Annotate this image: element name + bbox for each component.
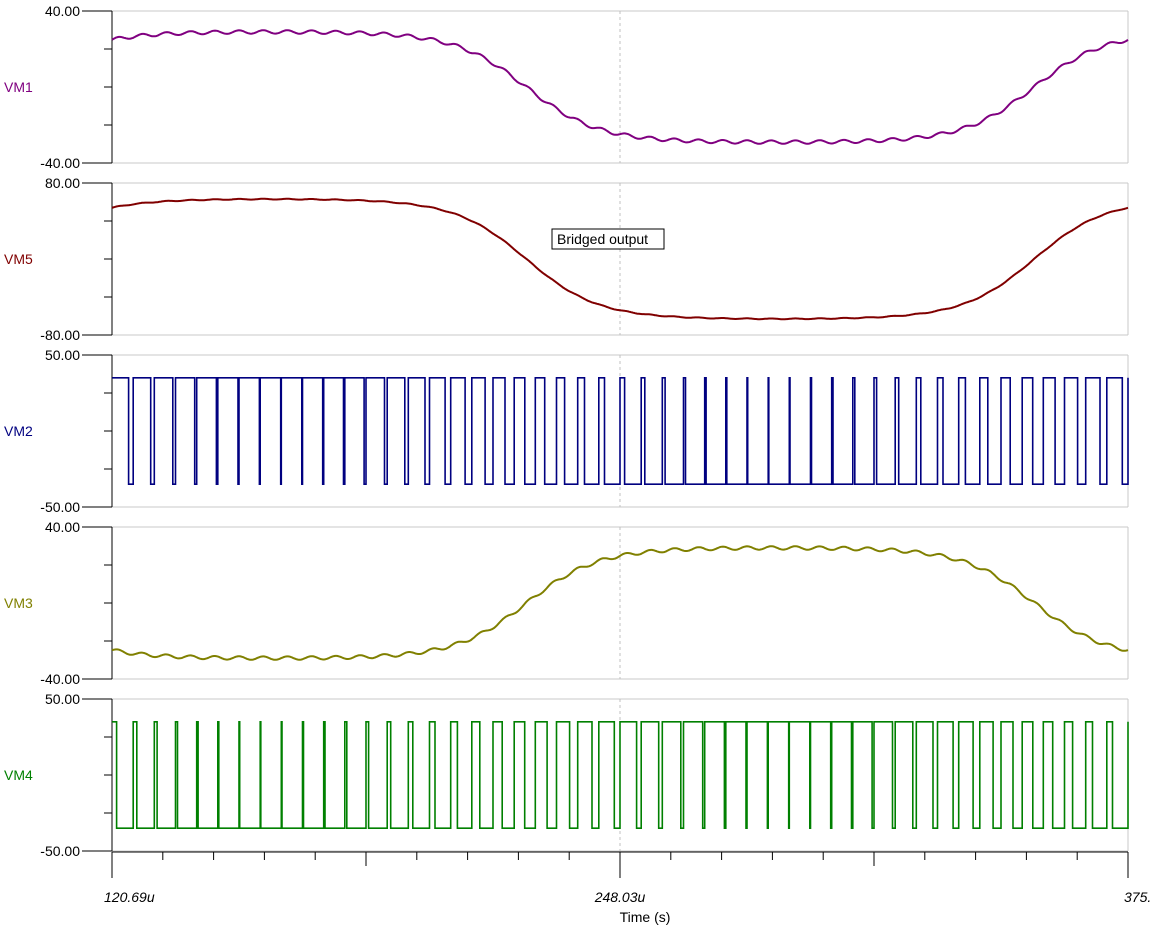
x-tick-label-end: 375. [1124, 889, 1151, 905]
series-label: VM3 [4, 595, 33, 611]
x-axis-label: Time (s) [620, 909, 671, 925]
series-label: VM2 [4, 423, 33, 439]
series-label: VM1 [4, 79, 33, 95]
annotation-label: Bridged output [557, 231, 648, 247]
x-tick-label-cursor: 248.03u [594, 889, 646, 905]
panel-vm2: 50.00 -50.00 VM2 [4, 347, 1129, 515]
x-axis: 120.69u 248.03u 375. Time (s) [104, 851, 1151, 925]
y-tick-label-max: 40.00 [45, 3, 80, 19]
y-tick-label-min: -40.00 [40, 155, 80, 171]
series-trace [111, 29, 1129, 145]
panel-vm4: 50.00 -50.00 VM4 [4, 691, 1129, 859]
panels-layer: 40.00 -40.00 VM1 80.00 -80.00 VM5 50.00 -50.00 V… [4, 3, 1129, 859]
y-tick-label-max: 50.00 [45, 691, 80, 707]
panel-vm1: 40.00 -40.00 VM1 [4, 3, 1129, 171]
series-trace [111, 545, 1129, 661]
series-label: VM5 [4, 251, 33, 267]
y-tick-label-min: -40.00 [40, 671, 80, 687]
series-trace [112, 377, 1129, 485]
series-trace [112, 721, 1129, 829]
annotation-layer: Bridged output [551, 228, 665, 250]
panel-vm3: 40.00 -40.00 VM3 [4, 519, 1129, 687]
y-tick-label-min: -50.00 [40, 843, 80, 859]
series-trace [111, 197, 1129, 321]
panel-vm5: 80.00 -80.00 VM5 [4, 175, 1129, 343]
x-tick-label-start: 120.69u [104, 889, 155, 905]
y-tick-label-min: -80.00 [40, 327, 80, 343]
y-tick-label-max: 80.00 [45, 175, 80, 191]
y-tick-label-max: 50.00 [45, 347, 80, 363]
annotation-box [551, 228, 665, 250]
y-tick-label-min: -50.00 [40, 499, 80, 515]
series-label: VM4 [4, 767, 33, 783]
y-tick-label-max: 40.00 [45, 519, 80, 535]
